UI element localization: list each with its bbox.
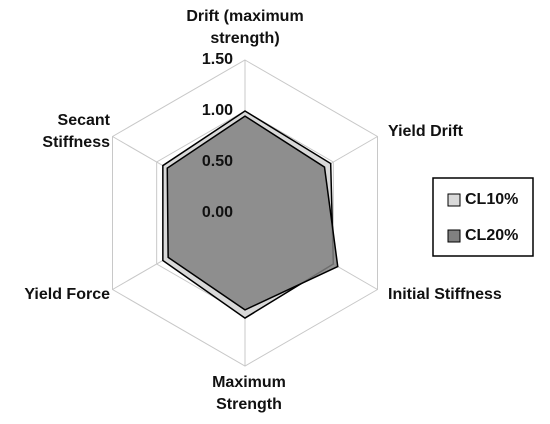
series-area: [166, 115, 339, 311]
r-tick-label: 1.50: [202, 51, 233, 68]
category-label: Strength: [216, 396, 282, 413]
category-label: Initial Stiffness: [388, 286, 502, 303]
category-label: Yield Drift: [388, 123, 464, 140]
r-tick-label: 0.00: [202, 204, 233, 221]
legend-swatch: [447, 193, 461, 207]
category-label: Drift (maximum: [186, 8, 303, 25]
category-label: Yield Force: [24, 286, 110, 303]
legend-label: CL20%: [465, 227, 518, 244]
category-label: Stiffness: [42, 134, 110, 151]
category-label: strength): [210, 30, 279, 47]
legend-box: [432, 177, 534, 257]
category-label: Secant: [58, 112, 111, 129]
r-tick-label: 1.00: [202, 102, 233, 119]
category-label: Maximum: [212, 374, 286, 391]
legend-swatch: [447, 229, 461, 243]
legend-label: CL10%: [465, 191, 518, 208]
r-tick-label: 0.50: [202, 153, 233, 170]
